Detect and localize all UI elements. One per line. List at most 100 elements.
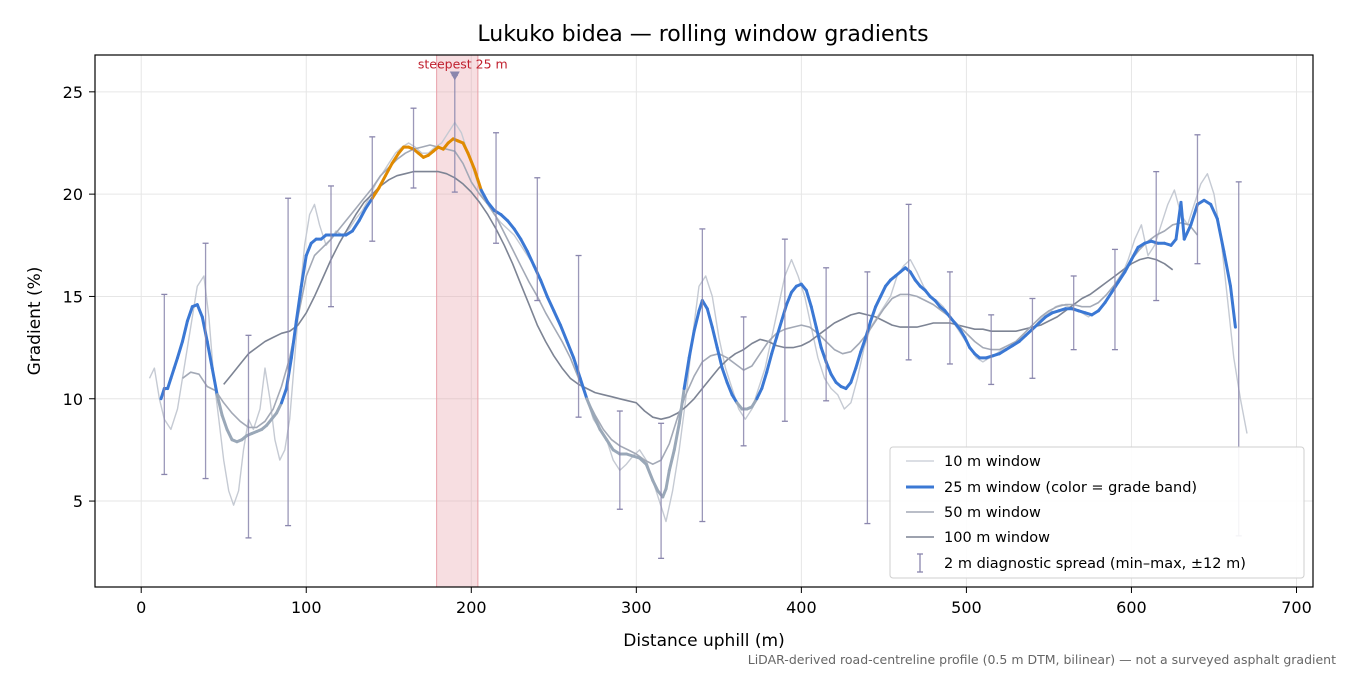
series-25m-segment (1209, 202, 1219, 221)
errorbar-18 (905, 203, 912, 361)
errorbar-22 (1070, 275, 1077, 351)
x-tick-label-700: 700 (1281, 598, 1312, 617)
errorbar-9 (534, 177, 541, 302)
errorbar-10 (575, 254, 582, 418)
series-25m-segment (824, 360, 833, 376)
series-25m-segment (677, 387, 686, 425)
series-25m-segment (383, 161, 394, 178)
series-25m-segment (1129, 245, 1140, 262)
errorbar-15 (781, 238, 788, 422)
series-25m-segment (357, 206, 368, 223)
series-25m-segment (667, 448, 676, 472)
series-25m-segment (195, 303, 204, 319)
series-25m-segment (780, 303, 789, 323)
series-25m-segment (775, 319, 784, 339)
series-25m-segment (687, 329, 696, 360)
x-axis-label: Distance uphill (m) (623, 631, 784, 651)
y-tick-label-25: 25 (63, 83, 83, 102)
legend-label-errorbar: 2 m diagnostic spread (min–max, ±12 m) (944, 556, 1246, 572)
errorbar-23 (1111, 248, 1118, 351)
series-25m-segment (180, 319, 189, 343)
x-tick-label-300: 300 (621, 598, 652, 617)
series-25m-segment (908, 270, 917, 282)
series-25m-segment (565, 339, 576, 360)
series-25m-segment (874, 294, 883, 309)
highlight-label: steepest 25 m (418, 56, 508, 71)
series-25m-segment (289, 319, 298, 360)
series-25m-segment (864, 319, 873, 339)
errorbar-0 (161, 293, 168, 476)
errorbar-21 (1029, 297, 1036, 379)
series-25m-segment (552, 309, 562, 327)
series-25m-segment (705, 307, 714, 329)
x-tick-label-100: 100 (291, 598, 322, 617)
footnote: LiDAR-derived road-centreline profile (0… (748, 652, 1336, 667)
series-25m-segment (605, 438, 615, 452)
y-tick-label-5: 5 (73, 492, 83, 511)
steepest-band (436, 54, 479, 588)
series-25m-segment (585, 397, 595, 417)
series-25m-segment (215, 393, 224, 417)
errorbar-1 (202, 242, 209, 480)
series-25m-segment (1116, 270, 1127, 284)
errorbar-11 (616, 410, 623, 510)
series-25m-segment (700, 299, 709, 311)
series-25m-segment (1030, 321, 1041, 331)
series-25m-segment (172, 356, 180, 370)
series-25m-segment (854, 350, 863, 370)
series-25m-segment (644, 462, 655, 483)
series-25m-segment (859, 335, 868, 354)
series-25m-segment (1096, 301, 1107, 313)
series-25m-segment (664, 468, 671, 491)
series-25m-segment (963, 335, 972, 350)
errorbar-12 (658, 422, 665, 560)
series-25m-segment (1103, 290, 1114, 305)
legend-box (889, 446, 1305, 579)
series-25m-segment (760, 370, 769, 391)
series-layer (148, 121, 1248, 523)
series-25m-segment (205, 339, 214, 370)
series-25m-segment (598, 427, 609, 442)
series-25m-segment (578, 376, 589, 401)
series-25m-segment (692, 309, 701, 333)
errorbar-layer (161, 74, 1242, 560)
series-25m-segment (169, 366, 176, 380)
series-25m-segment (958, 327, 967, 339)
series-25m-segment (591, 413, 602, 431)
series-25m-segment (879, 284, 888, 298)
errorbar-13 (699, 228, 706, 523)
series-25m-segment (225, 427, 234, 442)
series-25m-segment (519, 237, 529, 253)
series-25m-segment (1017, 333, 1028, 343)
errorbar-2 (245, 334, 252, 539)
series-25m-segment (1228, 284, 1237, 329)
errorbar-24 (1153, 170, 1160, 302)
series-25m-segment (558, 323, 569, 343)
series-25m-segment (545, 294, 556, 313)
series-25m-segment (539, 278, 549, 298)
series-25m-segment (1037, 315, 1048, 325)
series-25m-segment (715, 346, 724, 370)
errorbar-14 (740, 316, 747, 447)
steepest-marker (449, 71, 460, 81)
errorbar-20 (988, 314, 995, 386)
series-25m-segment (785, 290, 793, 307)
series-line-2 (182, 144, 1199, 465)
series-25m-segment (725, 380, 734, 397)
series-25m-segment (185, 305, 194, 323)
series-25m-segment (284, 356, 293, 391)
series-25m-segment (869, 305, 878, 323)
errorbar-16 (823, 267, 830, 402)
errorbar-4 (328, 185, 335, 308)
y-tick-label-20: 20 (63, 185, 83, 204)
series-25m-segment (176, 339, 184, 360)
highlight-layer (436, 54, 479, 588)
y-axis-label: Gradient (%) (25, 267, 45, 376)
series-25m-segment (765, 352, 774, 374)
errorbar-17 (864, 271, 871, 525)
legend-label-50m: 50 m window (944, 505, 1041, 521)
annotation-layer: steepest 25 m (418, 56, 508, 81)
series-25m-segment (525, 249, 536, 268)
